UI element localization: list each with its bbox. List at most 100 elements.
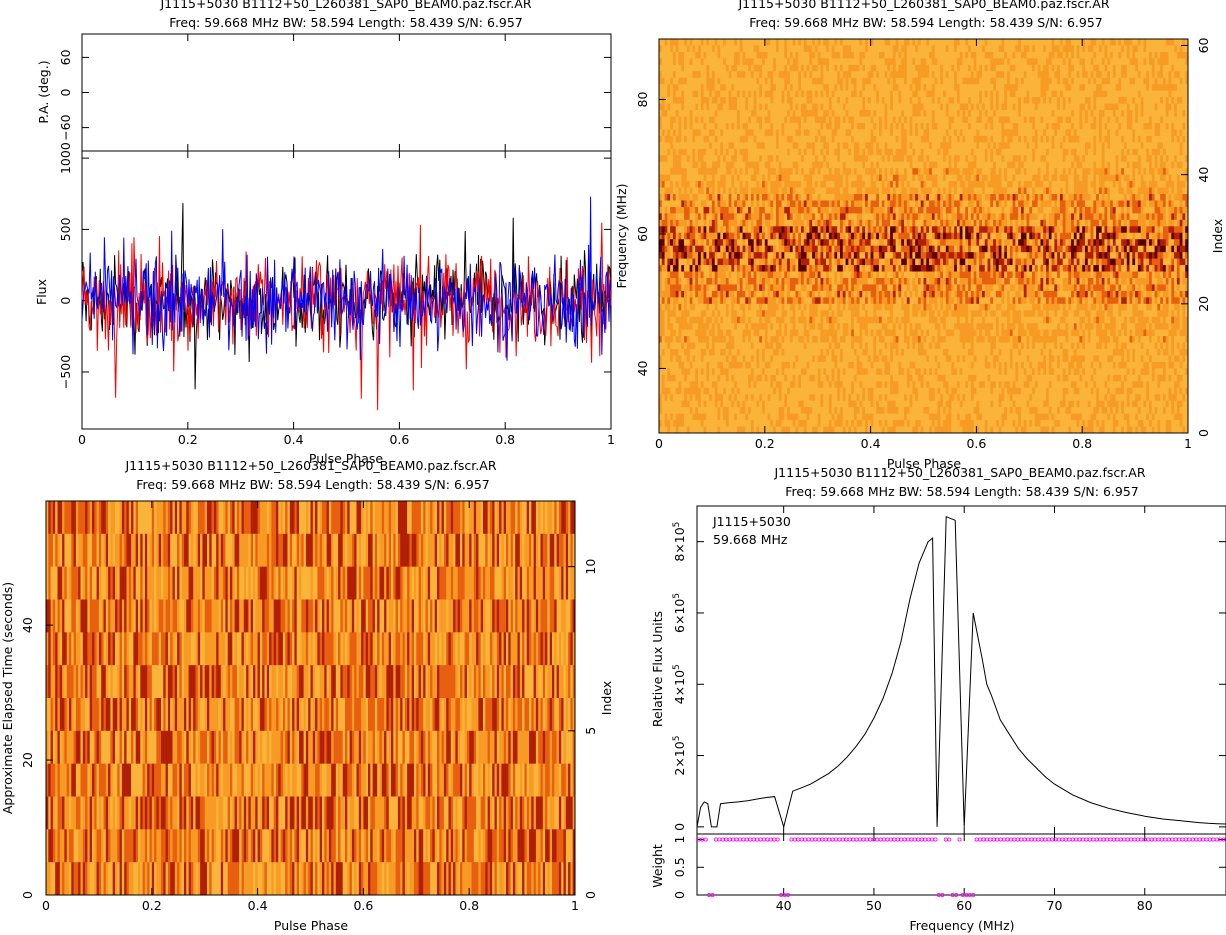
freq-phase-cell: [1121, 129, 1125, 137]
freq-phase-cell: [1146, 110, 1150, 117]
freq-phase-cell: [670, 194, 674, 201]
freq-phase-cell: [962, 110, 966, 117]
freq-phase-cell: [1073, 97, 1078, 104]
freq-phase-cell: [1160, 194, 1164, 201]
freq-phase-cell: [1154, 64, 1158, 72]
freq-phase-cell: [870, 155, 874, 163]
freq-phase-cell: [1110, 84, 1114, 92]
freq-phase-cell: [1137, 142, 1142, 150]
freq-phase-cell: [686, 51, 691, 59]
freq-phase-cell: [1084, 129, 1089, 137]
freq-phase-cell: [993, 129, 997, 137]
freq-phase-cell: [915, 200, 919, 208]
freq-phase-cell: [898, 51, 902, 59]
freq-phase-cell: [895, 97, 899, 104]
freq-phase-cell: [1112, 142, 1117, 150]
freq-phase-cell: [884, 187, 888, 195]
freq-phase-cell: [929, 187, 933, 195]
freq-phase-cell: [703, 77, 707, 85]
freq-phase-cell: [1026, 58, 1030, 66]
freq-phase-cell: [1115, 90, 1119, 98]
freq-phase-cell: [1093, 84, 1097, 92]
freq-phase-cell: [736, 77, 741, 85]
freq-phase-cell: [968, 97, 972, 104]
freq-phase-cell: [795, 77, 799, 85]
freq-phase-cell: [940, 187, 944, 195]
freq-phase-cell: [756, 71, 760, 79]
freq-phase-cell: [728, 187, 732, 195]
freq-phase-cell: [959, 77, 963, 85]
freq-phase-cell: [934, 148, 938, 156]
freq-phase-cell: [814, 155, 819, 163]
freq-phase-cell: [998, 58, 1002, 66]
freq-phase-cell: [898, 77, 902, 85]
freq-phase-cell: [814, 39, 819, 46]
freq-phase-cell: [906, 148, 910, 156]
freq-phase-cell: [681, 142, 685, 150]
freq-phase-cell: [711, 71, 716, 79]
freq-phase-cell: [806, 181, 810, 188]
freq-phase-cell: [723, 77, 727, 85]
freq-phase-cell: [789, 174, 794, 182]
freq-phase-cell: [865, 187, 869, 195]
freq-phase-cell: [1104, 84, 1108, 92]
freq-phase-cell: [842, 155, 846, 163]
freq-phase-cell: [892, 64, 897, 72]
freq-phase-cell: [806, 148, 810, 156]
freq-phase-cell: [1034, 200, 1039, 208]
freq-phase-cell: [901, 58, 905, 66]
freq-phase-cell: [1140, 148, 1144, 156]
freq-phase-cell: [1129, 194, 1133, 201]
freq-phase-cell: [1082, 97, 1086, 104]
freq-phase-cell: [828, 194, 833, 201]
freq-phase-cell: [1179, 168, 1183, 176]
freq-phase-cell: [1034, 181, 1039, 188]
freq-phase-cell: [984, 168, 988, 176]
freq-phase-cell: [775, 200, 780, 208]
freq-phase-cell: [1149, 39, 1153, 46]
freq-phase-cell: [940, 84, 944, 92]
freq-phase-cell: [692, 103, 696, 111]
freq-phase-cell: [812, 181, 816, 188]
freq-phase-cell: [1082, 58, 1086, 66]
freq-phase-cell: [1004, 51, 1008, 59]
freq-phase-cell: [664, 90, 668, 98]
freq-phase-cell: [770, 148, 774, 156]
freq-phase-cell: [742, 181, 746, 188]
freq-phase-cell: [725, 77, 729, 85]
freq-phase-cell: [968, 148, 972, 156]
freq-phase-cell: [734, 148, 738, 156]
freq-phase-cell: [736, 58, 741, 66]
freq-phase-cell: [667, 135, 671, 143]
freq-phase-cell: [1157, 64, 1161, 72]
freq-phase-cell: [856, 110, 860, 117]
freq-phase-cell: [959, 168, 963, 176]
freq-phase-cell: [1051, 39, 1055, 46]
freq-phase-cell: [1018, 129, 1022, 137]
freq-phase-cell: [940, 200, 944, 208]
freq-phase-cell: [767, 142, 771, 150]
freq-phase-cell: [1140, 181, 1144, 188]
freq-phase-cell: [775, 135, 780, 143]
freq-phase-cell: [684, 200, 688, 208]
freq-phase-cell: [675, 58, 679, 66]
freq-phase-cell: [845, 58, 849, 66]
freq-phase-cell: [1051, 174, 1055, 182]
freq-phase-cell: [979, 148, 983, 156]
freq-phase-cell: [842, 187, 846, 195]
freq-phase-cell: [1001, 39, 1005, 46]
freq-phase-cell: [831, 174, 835, 182]
freq-phase-cell: [798, 142, 802, 150]
freq-phase-cell: [1157, 77, 1161, 85]
freq-phase-cell: [842, 64, 846, 72]
freq-phase-cell: [1062, 90, 1066, 98]
freq-phase-cell: [686, 103, 691, 111]
freq-phase-cell: [837, 45, 841, 53]
freq-phase-cell: [839, 77, 844, 85]
freq-phase-cell: [951, 148, 955, 156]
freq-phase-cell: [764, 39, 768, 46]
freq-phase-cell: [912, 90, 916, 98]
freq-phase-cell: [965, 135, 969, 143]
freq-phase-cell: [834, 90, 838, 98]
freq-phase-cell: [689, 135, 693, 143]
